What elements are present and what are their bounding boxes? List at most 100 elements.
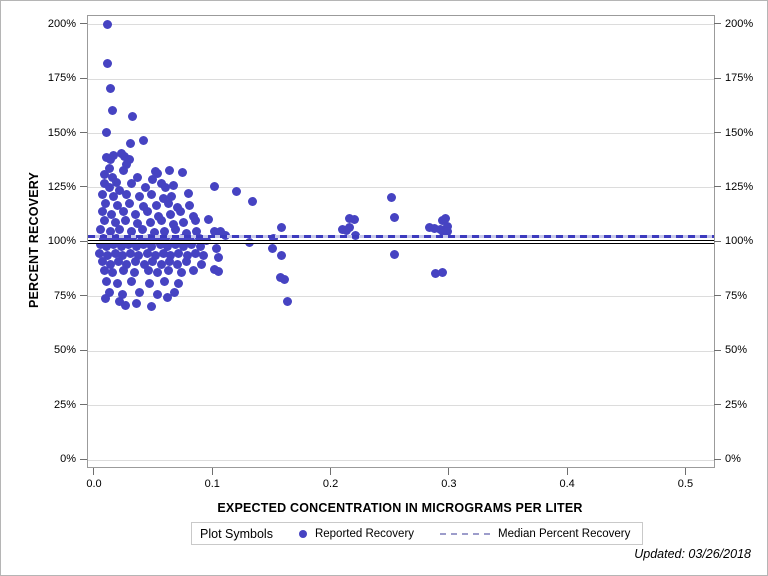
y-axis-tick — [714, 458, 721, 460]
y-tick-label: 50% — [53, 344, 76, 357]
y-axis-tick — [714, 132, 721, 134]
data-point — [277, 222, 287, 232]
y-tick-label: 50% — [725, 344, 748, 357]
y-axis-tick — [80, 349, 87, 351]
data-point — [103, 59, 113, 69]
y-tick-label: 75% — [725, 289, 748, 302]
data-point — [124, 198, 134, 208]
x-axis-tick — [93, 468, 95, 475]
data-point — [162, 242, 172, 252]
y-axis-tick — [80, 295, 87, 297]
data-point — [181, 257, 191, 267]
x-tick-label: 0.4 — [559, 478, 575, 490]
y-axis-tick — [80, 23, 87, 25]
data-point — [279, 274, 289, 284]
data-point — [148, 174, 158, 184]
data-point — [170, 240, 180, 250]
data-point — [135, 287, 145, 297]
legend-title: Plot Symbols — [200, 526, 273, 541]
data-point — [182, 250, 192, 260]
y-tick-label: 125% — [725, 180, 754, 193]
y-tick-label: 125% — [47, 180, 76, 193]
y-gridline — [88, 405, 714, 407]
y-gridline — [88, 459, 714, 461]
y-tick-label: 150% — [725, 126, 754, 139]
data-point — [135, 192, 145, 202]
data-point — [159, 248, 169, 258]
data-point — [117, 290, 127, 300]
data-point — [129, 268, 139, 278]
data-point — [201, 235, 211, 245]
y-tick-label: 0% — [725, 453, 741, 466]
data-point — [96, 224, 106, 234]
data-point — [105, 259, 115, 269]
data-point — [344, 222, 354, 232]
y-axis-tick — [714, 349, 721, 351]
data-point — [150, 250, 160, 260]
legend-item-label: Reported Recovery — [314, 527, 415, 540]
data-point — [131, 298, 141, 308]
data-point — [105, 226, 115, 236]
data-point — [118, 266, 128, 276]
y-tick-label: 75% — [53, 289, 76, 302]
data-point — [213, 253, 223, 263]
data-point — [125, 138, 135, 148]
x-axis-tick — [566, 468, 568, 475]
y-axis-tick — [80, 404, 87, 406]
data-point — [213, 267, 223, 277]
data-point — [344, 213, 354, 223]
y-tick-label: 100% — [725, 235, 754, 248]
data-point — [165, 166, 174, 176]
y-axis-tick — [80, 132, 87, 134]
data-point — [121, 300, 131, 310]
data-point — [110, 248, 120, 258]
data-point — [192, 226, 202, 236]
data-point — [105, 155, 115, 165]
data-point — [166, 209, 176, 219]
data-point — [138, 240, 148, 250]
data-point — [138, 201, 148, 211]
data-point — [123, 240, 133, 250]
y-axis-tick — [80, 77, 87, 79]
data-point — [131, 242, 141, 252]
data-point — [147, 302, 157, 312]
data-point — [149, 228, 159, 238]
x-axis-tick — [448, 468, 450, 475]
data-point — [133, 219, 143, 229]
data-point — [104, 235, 114, 245]
data-point — [181, 229, 191, 239]
data-point — [209, 182, 219, 192]
data-point — [133, 172, 143, 182]
data-point — [97, 189, 107, 199]
data-point — [147, 242, 157, 252]
data-point — [156, 179, 166, 189]
data-point — [101, 294, 111, 304]
data-point — [104, 163, 114, 173]
median-percent-recovery-line — [88, 235, 714, 239]
data-point — [204, 215, 214, 225]
data-point — [112, 200, 122, 210]
y-tick-label: 175% — [725, 72, 754, 85]
data-point — [169, 287, 179, 297]
plot-area — [87, 15, 715, 468]
data-point — [146, 218, 156, 228]
data-point — [153, 169, 163, 179]
data-point — [337, 224, 347, 234]
data-point — [122, 259, 132, 269]
data-point — [187, 240, 197, 250]
x-axis-tick — [211, 468, 213, 475]
data-point — [130, 209, 140, 219]
data-point — [127, 277, 137, 287]
data-point — [140, 259, 150, 269]
data-point — [130, 257, 140, 267]
data-point — [179, 218, 189, 228]
data-point — [162, 293, 172, 303]
y-tick-label: 200% — [725, 17, 754, 30]
data-point — [175, 207, 185, 217]
data-point — [442, 226, 452, 236]
x-tick-label: 0.1 — [204, 478, 220, 490]
data-point — [153, 290, 163, 300]
legend-item-reported-recovery: Reported Recovery — [298, 527, 415, 540]
data-point — [127, 226, 137, 236]
data-point — [387, 193, 397, 203]
